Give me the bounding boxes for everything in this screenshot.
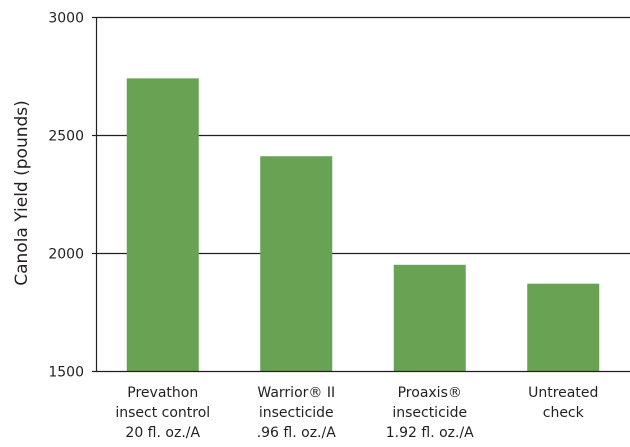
- y-tick-label: 3000: [48, 11, 84, 27]
- axes: [92, 16, 630, 373]
- y-axis-title: Canola Yield (pounds): [12, 100, 32, 286]
- category-label: Prevathon insect control 20 fl. oz./A: [115, 385, 210, 441]
- y-tick-label: 2000: [48, 247, 84, 263]
- y-tick-labels: 1500 2000 2500 3000: [48, 11, 84, 381]
- category-label: Proaxis® insecticide 1.92 fl. oz./A: [386, 385, 474, 441]
- bar-2: [260, 156, 333, 371]
- category-label: Untreated check: [528, 385, 598, 421]
- bar-4: [527, 283, 600, 371]
- y-tick-label: 1500: [48, 365, 84, 381]
- bar-1: [126, 78, 199, 372]
- category-label: Warrior® II insecticide .96 fl. oz./A: [257, 385, 337, 441]
- bar-3: [393, 264, 466, 371]
- category-labels: Prevathon insect control 20 fl. oz./A Warri…: [115, 385, 598, 441]
- y-tick-label: 2500: [48, 129, 84, 145]
- bars: [126, 78, 600, 372]
